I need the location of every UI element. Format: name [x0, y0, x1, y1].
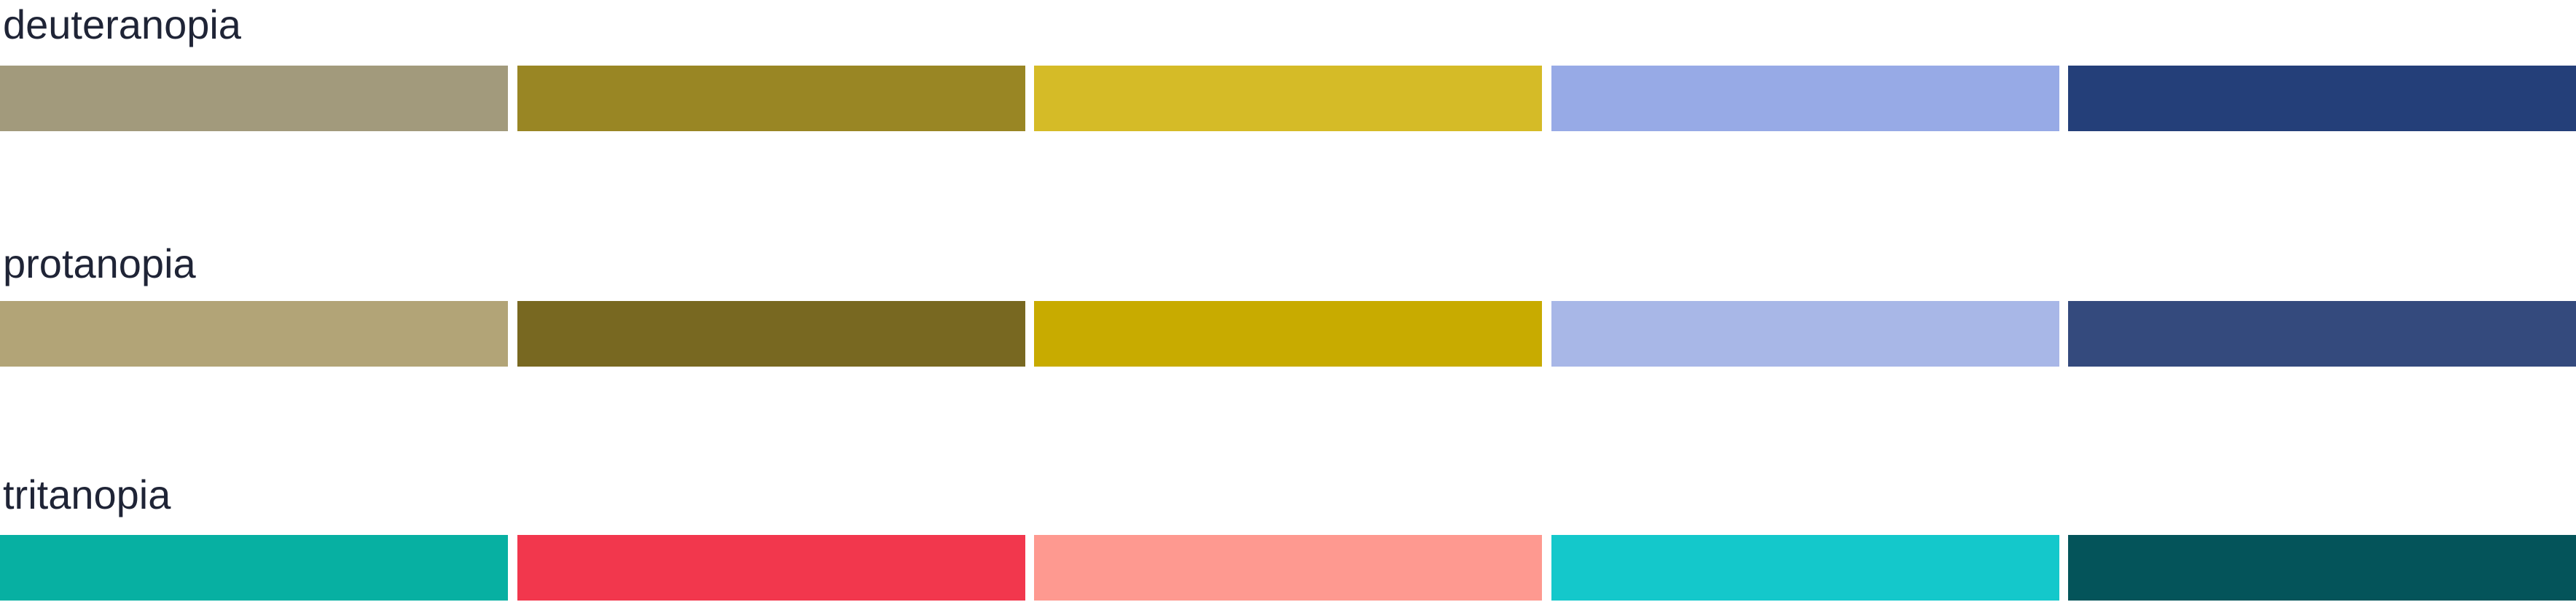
- color-swatch: [2068, 66, 2576, 131]
- color-swatch: [2068, 301, 2576, 367]
- color-swatch: [0, 535, 508, 601]
- color-swatch: [517, 301, 1025, 367]
- color-swatch: [1034, 301, 1542, 367]
- color-swatch: [517, 535, 1025, 601]
- color-swatch: [517, 66, 1025, 131]
- swatch-row-protanopia: [0, 301, 2576, 367]
- color-swatch: [0, 66, 508, 131]
- color-swatch: [1551, 535, 2059, 601]
- palette-label-protanopia: protanopia: [3, 241, 196, 286]
- palette-label-deuteranopia: deuteranopia: [3, 1, 241, 47]
- palette-label-tritanopia: tritanopia: [3, 472, 171, 517]
- color-swatch: [2068, 535, 2576, 601]
- color-swatch: [1034, 66, 1542, 131]
- swatch-row-tritanopia: [0, 535, 2576, 601]
- swatch-row-deuteranopia: [0, 66, 2576, 131]
- color-swatch: [1551, 66, 2059, 131]
- color-swatch: [0, 301, 508, 367]
- color-swatch: [1551, 301, 2059, 367]
- color-swatch: [1034, 535, 1542, 601]
